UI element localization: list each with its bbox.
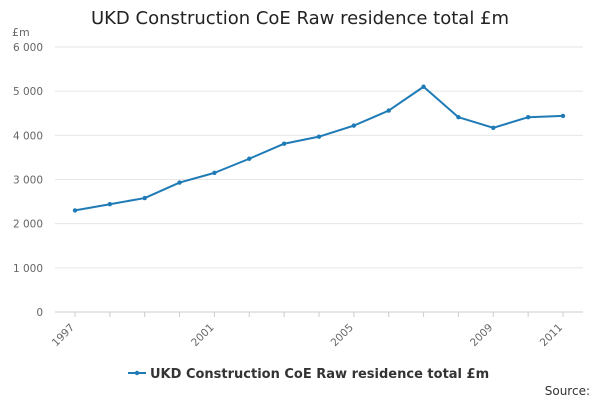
x-tick-label: 1997 (50, 322, 77, 349)
gridlines (55, 46, 583, 269)
chart-title: UKD Construction CoE Raw residence total… (91, 8, 509, 29)
legend[interactable]: UKD Construction CoE Raw residence total… (128, 367, 489, 382)
axes: 0 1 000 2 000 3 000 4 000 5 000 6 000 1997 2001 2… (13, 42, 583, 349)
data-point[interactable] (386, 108, 391, 113)
data-point[interactable] (247, 156, 252, 161)
y-tick-label: 1 000 (13, 263, 43, 275)
series-line (74, 85, 564, 212)
y-tick-label: 2 000 (13, 219, 43, 231)
data-point[interactable] (177, 180, 182, 185)
data-point[interactable] (72, 208, 78, 213)
x-tick-label: 2005 (329, 322, 356, 349)
data-point[interactable] (421, 84, 426, 89)
data-point[interactable] (316, 134, 322, 139)
data-point[interactable] (491, 125, 496, 131)
y-tick-label: 6 000 (13, 42, 43, 54)
y-tick-label: 3 000 (13, 175, 43, 187)
data-point[interactable] (212, 170, 217, 176)
data-point[interactable] (107, 202, 113, 207)
legend-label: UKD Construction CoE Raw residence total… (150, 367, 489, 382)
x-tick-label: 2011 (538, 322, 565, 349)
y-tick-label: 5 000 (13, 86, 43, 98)
y-tick-label: 4 000 (13, 130, 43, 142)
data-point[interactable] (525, 115, 531, 120)
series-layer (72, 84, 566, 213)
data-point[interactable] (560, 113, 566, 119)
x-tick-label: 2001 (189, 322, 216, 349)
source-label: Source: (545, 384, 590, 398)
data-point[interactable] (142, 195, 147, 201)
data-point[interactable] (456, 115, 461, 120)
legend-swatch-marker (134, 370, 140, 376)
data-point[interactable] (351, 123, 357, 128)
y-tick-label: 0 (36, 307, 43, 319)
y-axis-unit-label: £m (12, 26, 30, 39)
data-point[interactable] (281, 141, 287, 146)
x-tick-label: 2009 (468, 322, 495, 349)
